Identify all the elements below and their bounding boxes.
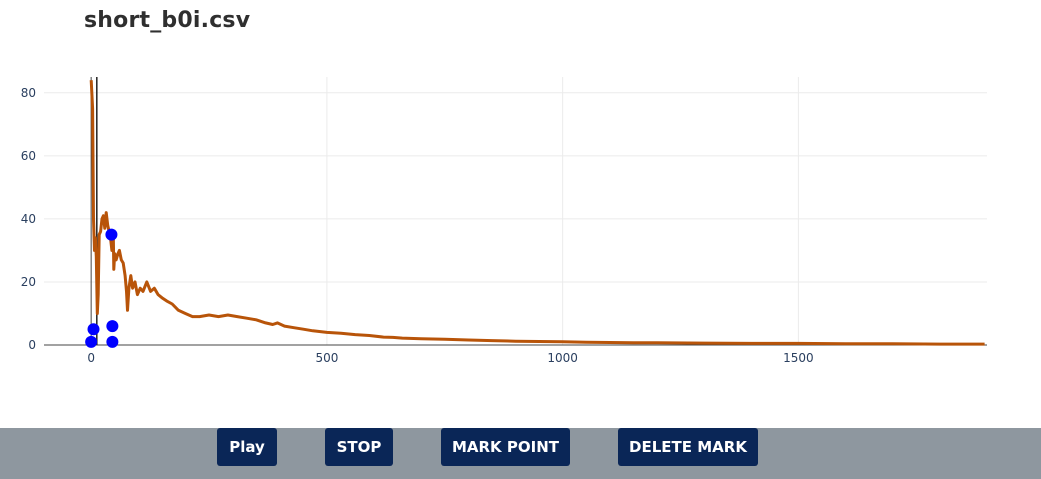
stop-button[interactable]: STOP [325,428,393,466]
series-layer [89,80,985,346]
marker-layer [85,228,119,348]
x-tick-label: 500 [315,351,338,365]
delete-mark-button[interactable]: DELETE MARK [618,428,758,466]
x-tick-label: 1000 [547,351,578,365]
marked-point[interactable] [85,335,98,348]
marked-point[interactable] [106,335,119,348]
x-tick-label: 1500 [783,351,814,365]
marked-point[interactable] [87,323,100,336]
control-toolbar: Play STOP MARK POINT DELETE MARK [0,428,1041,479]
y-tick-label: 40 [21,212,36,226]
play-button[interactable]: Play [217,428,277,466]
x-tick-label: 0 [87,351,95,365]
series-line [89,80,985,346]
y-tick-label: 60 [21,149,36,163]
y-tick-label: 0 [28,338,36,352]
y-tick-label: 80 [21,86,36,100]
marked-point[interactable] [106,320,119,333]
mark-point-button[interactable]: MARK POINT [441,428,570,466]
line-chart[interactable]: 0 20 40 60 80 0 500 1000 1500 [0,0,1041,420]
tick-layer: 0 20 40 60 80 0 500 1000 1500 [21,86,814,365]
grid-layer [44,77,987,346]
y-tick-label: 20 [21,275,36,289]
page-title: short_b0i.csv [84,8,251,33]
marked-point[interactable] [105,228,118,241]
